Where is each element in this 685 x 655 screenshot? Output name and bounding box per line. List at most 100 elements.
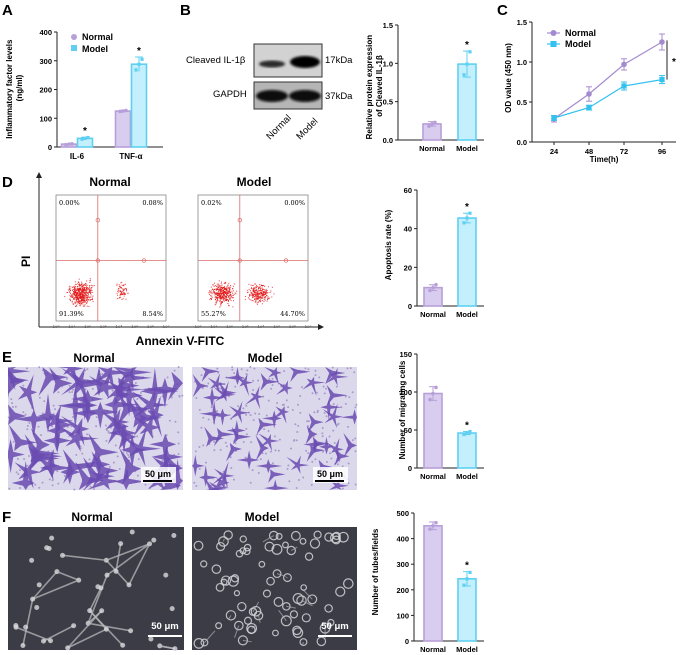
flow-event (230, 294, 232, 295)
flow-event (223, 285, 225, 287)
flow-event (89, 292, 91, 294)
flow-event (253, 288, 255, 290)
stain-pore (249, 481, 252, 484)
phase-cell (338, 531, 349, 543)
stain-pore (28, 421, 31, 424)
flow-event (219, 290, 221, 292)
flow-event (78, 281, 80, 283)
stain-pore (84, 369, 87, 372)
flow-event (81, 299, 83, 301)
flow-event (253, 292, 255, 294)
flow-event (256, 298, 258, 300)
stain-pore (118, 467, 121, 470)
flow-event (271, 286, 273, 288)
flow-event (214, 292, 216, 294)
stain-pore (200, 426, 203, 429)
flow-event (224, 291, 226, 293)
flow-event (74, 287, 76, 288)
flow-event (80, 292, 82, 294)
flow-event (83, 291, 85, 293)
blot-lane-normal: Normal (264, 113, 293, 142)
flow-event (264, 294, 265, 295)
flow-event (70, 296, 72, 298)
flow-event (249, 290, 251, 292)
flow-event (260, 293, 262, 295)
flow-event (258, 287, 260, 289)
flow-event (79, 285, 81, 287)
flow-event (88, 299, 90, 301)
stain-cell (289, 367, 311, 382)
flow-event (92, 295, 94, 297)
flow-event (226, 290, 228, 292)
pB-point (465, 62, 469, 66)
flow-event (81, 294, 83, 296)
flow-event (80, 303, 82, 305)
flow-event (253, 287, 255, 289)
flow-event (219, 294, 221, 296)
flow-event (222, 292, 224, 294)
flow-event (218, 289, 220, 291)
stain-pore (318, 376, 321, 379)
stain-cell (312, 436, 329, 451)
flow-event (84, 292, 86, 294)
flow-event (255, 290, 257, 292)
flow-event (228, 287, 230, 289)
flow-x-tick-label: 10⁰ (195, 324, 202, 329)
flow-event (90, 290, 91, 292)
flow-event (224, 281, 226, 283)
pC-point-model (659, 77, 665, 83)
stain-pore (322, 385, 325, 388)
flow-event (253, 295, 255, 297)
phase-cell (30, 596, 36, 602)
stain-pore (177, 452, 180, 455)
stain-cell (258, 433, 280, 452)
phase-cell (233, 590, 241, 597)
stain-pore (347, 462, 350, 465)
flow-event (252, 284, 254, 286)
stain-pore (306, 420, 309, 423)
panel-label-f: F (2, 509, 11, 526)
flow-event (81, 298, 83, 300)
flow-event (74, 287, 75, 289)
flow-event (116, 298, 118, 300)
flow-event (213, 289, 215, 291)
stain-pore (317, 409, 320, 412)
flow-event (226, 294, 228, 296)
phase-cell (169, 606, 175, 612)
stain-cell (205, 479, 226, 490)
stain-pore (229, 456, 232, 459)
flow-event (91, 286, 93, 288)
flow-event (127, 292, 129, 294)
pC-point-model (586, 105, 592, 111)
phase-cell (218, 536, 229, 547)
pF-significance: * (465, 561, 469, 572)
stain-pore (193, 481, 196, 484)
flow-event (223, 287, 225, 289)
stain-cell (38, 393, 57, 433)
flow-event (257, 295, 259, 297)
flow-x-tick-label: 10¹ (210, 324, 217, 329)
flow-event (256, 292, 258, 293)
stain-cell (226, 442, 242, 462)
pB-xtick-label: Model (456, 144, 478, 153)
flow-event (264, 292, 266, 294)
flow-event (86, 299, 88, 301)
pE-xtick-label: Model (456, 472, 478, 481)
flow-event (89, 278, 91, 280)
flow-event (82, 286, 84, 288)
flow-event (120, 282, 122, 284)
pD-ytick-label: 20 (404, 263, 412, 272)
flow-event (83, 284, 84, 286)
stain-pore (256, 433, 259, 436)
flow-event (221, 293, 223, 294)
flow-event (75, 292, 77, 294)
flow-event (254, 291, 256, 293)
flow-event (224, 289, 226, 290)
flow-event (120, 294, 122, 296)
phase-cell (237, 601, 247, 612)
flow-event (80, 286, 82, 288)
flow-event (77, 288, 79, 290)
pC-ytick-label: 1.5 (517, 18, 527, 27)
stain-pore (300, 386, 303, 389)
pB-ytick-label: 0.5 (383, 98, 393, 107)
